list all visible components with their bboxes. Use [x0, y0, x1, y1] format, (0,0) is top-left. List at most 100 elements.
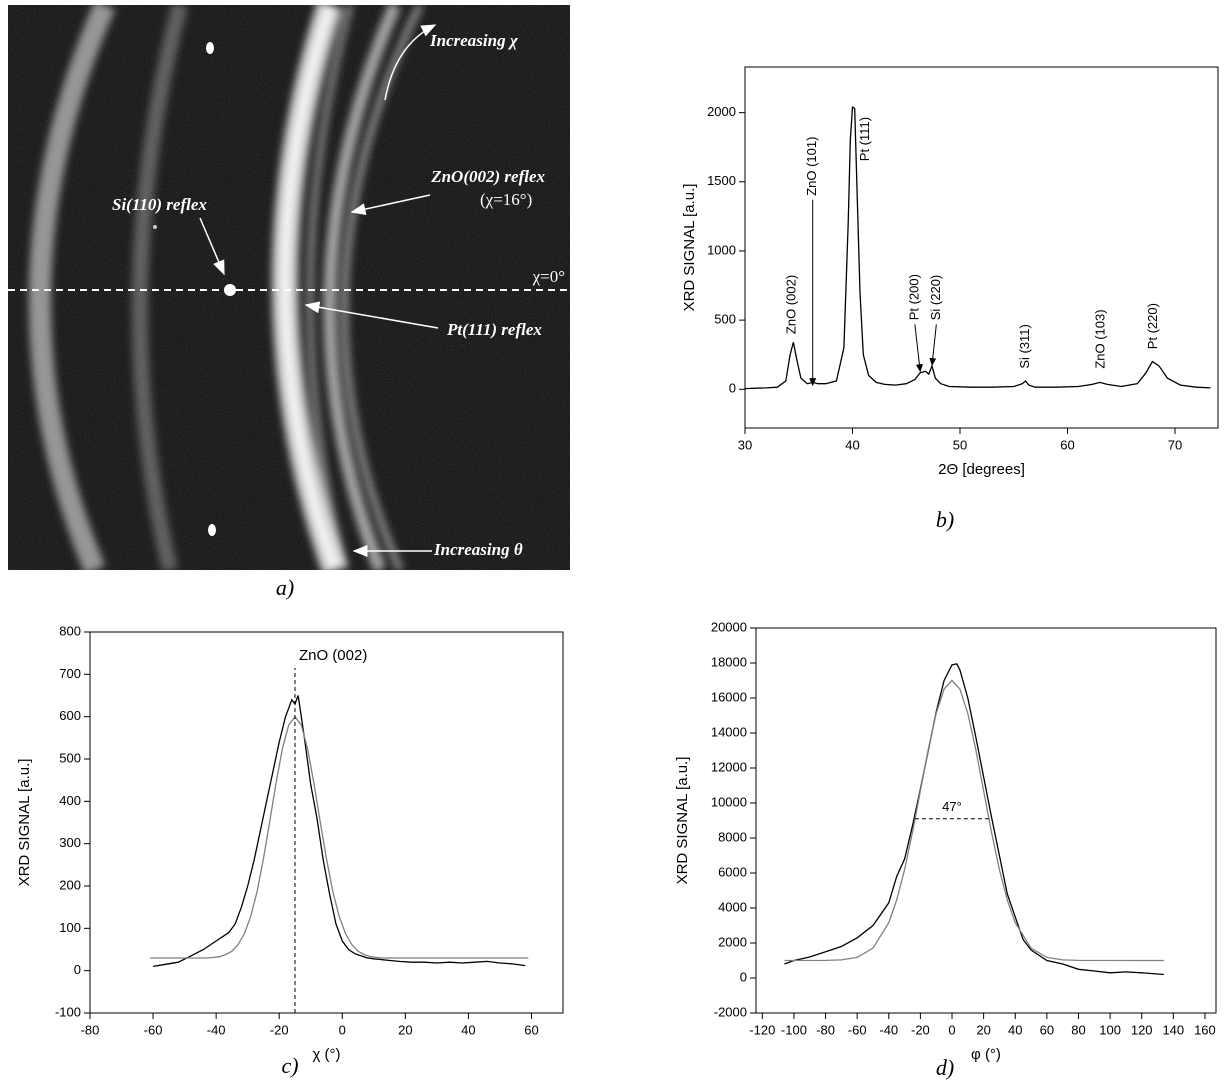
x-tick-label: 60 — [1040, 1022, 1054, 1037]
image-annotation: ZnO(002) reflex — [430, 167, 545, 186]
y-tick-label: 100 — [59, 920, 81, 935]
x-tick-label: -40 — [879, 1022, 898, 1037]
x-tick-label: -20 — [270, 1022, 289, 1037]
spot — [206, 42, 214, 54]
x-tick-label: 50 — [953, 437, 967, 452]
x-tick-label: -20 — [911, 1022, 930, 1037]
y-tick-label: 1000 — [707, 242, 736, 257]
peak-label: Si (311) — [1017, 324, 1032, 369]
x-tick-label: -60 — [144, 1022, 163, 1037]
x-tick-label: -60 — [848, 1022, 867, 1037]
image-annotation: Increasing θ — [433, 540, 523, 559]
peak-label: ZnO (103) — [1092, 309, 1107, 368]
x-tick-label: 0 — [948, 1022, 955, 1037]
y-tick-label: 4000 — [718, 899, 747, 914]
y-tick-label: 0 — [74, 962, 81, 977]
width-label: 47° — [942, 799, 962, 814]
y-tick-label: 1500 — [707, 173, 736, 188]
y-tick-label: 14000 — [711, 724, 747, 739]
y-tick-label: 16000 — [711, 689, 747, 704]
arrow — [199, 217, 225, 276]
data-line — [152, 695, 526, 968]
data-line — [784, 679, 1164, 962]
y-tick-label: 12000 — [711, 759, 747, 774]
panel-caption: a) — [276, 575, 294, 600]
peak-label: Si (220) — [928, 275, 943, 321]
y-tick-label: 10000 — [711, 794, 747, 809]
spot — [153, 225, 157, 229]
y-tick-label: 500 — [714, 312, 736, 327]
image-annotation: Si(110) reflex — [112, 195, 207, 214]
image-annotation: (χ=16°) — [480, 190, 532, 209]
image-annotation: Pt(111) reflex — [446, 320, 542, 339]
x-tick-label: 70 — [1168, 437, 1182, 452]
image-annotation: Increasing χ — [429, 31, 519, 50]
diffraction-image: Increasing χ ZnO(002) reflex (χ=16°) Si(… — [8, 5, 570, 570]
data-line — [784, 663, 1164, 976]
x-tick-label: -120 — [749, 1022, 775, 1037]
x-tick-label: -80 — [81, 1022, 100, 1037]
plot-frame — [755, 627, 1217, 1014]
y-tick-label: 500 — [59, 750, 81, 765]
x-tick-label: -40 — [207, 1022, 226, 1037]
arrow — [304, 301, 439, 329]
peak-label: ZnO (002) — [299, 647, 367, 664]
x-axis-label: φ (°) — [971, 1046, 1001, 1063]
y-tick-label: 800 — [59, 623, 81, 638]
image-annotation: χ=0° — [532, 267, 565, 286]
x-tick-label: 20 — [398, 1022, 412, 1037]
x-tick-label: 40 — [1008, 1022, 1022, 1037]
x-tick-label: 60 — [1060, 437, 1074, 452]
x-tick-label: -80 — [816, 1022, 835, 1037]
plot-frame — [89, 631, 564, 1014]
x-tick-label: 0 — [339, 1022, 346, 1037]
peak-label: ZnO (101) — [804, 137, 819, 196]
x-tick-label: 60 — [524, 1022, 538, 1037]
x-tick-label: 160 — [1194, 1022, 1216, 1037]
y-tick-label: 2000 — [707, 104, 736, 119]
peak-label: Pt (111) — [857, 117, 872, 161]
y-tick-label: 0 — [740, 969, 747, 984]
y-tick-label: 300 — [59, 835, 81, 850]
x-tick-label: 100 — [1099, 1022, 1121, 1037]
x-tick-label: 40 — [461, 1022, 475, 1037]
panel-caption: b) — [936, 507, 954, 532]
spot — [208, 524, 216, 536]
x-tick-label: 20 — [976, 1022, 990, 1037]
x-axis-label: 2Θ [degrees] — [938, 461, 1025, 478]
data-line — [744, 105, 1211, 390]
y-tick-label: 18000 — [711, 654, 747, 669]
x-tick-label: 140 — [1162, 1022, 1184, 1037]
y-tick-label: 2000 — [718, 934, 747, 949]
arrow — [350, 194, 431, 215]
y-tick-label: 600 — [59, 708, 81, 723]
y-axis-label: XRD SIGNAL [a.u.] — [674, 757, 691, 885]
x-tick-label: 40 — [845, 437, 859, 452]
panel-caption: c) — [281, 1053, 298, 1078]
y-axis-label: XRD SIGNAL [a.u.] — [681, 184, 698, 312]
y-tick-label: 8000 — [718, 829, 747, 844]
y-tick-label: 20000 — [711, 619, 747, 634]
plot-frame — [744, 66, 1219, 429]
y-tick-label: -2000 — [714, 1004, 747, 1019]
y-axis-label: XRD SIGNAL [a.u.] — [16, 759, 33, 887]
y-tick-label: 200 — [59, 877, 81, 892]
x-tick-label: -100 — [781, 1022, 807, 1037]
x-axis-label: χ (°) — [312, 1046, 340, 1063]
peak-label: Pt (220) — [1145, 303, 1160, 349]
peak-label: ZnO (002) — [784, 275, 799, 334]
y-tick-label: -100 — [55, 1004, 81, 1019]
arrow — [384, 24, 437, 101]
x-tick-label: 30 — [738, 437, 752, 452]
y-tick-label: 6000 — [718, 864, 747, 879]
image-noise — [8, 5, 570, 570]
panel-caption: d) — [936, 1055, 954, 1080]
x-tick-label: 120 — [1131, 1022, 1153, 1037]
y-tick-label: 700 — [59, 666, 81, 681]
peak-arrow — [914, 324, 923, 373]
data-line — [149, 715, 529, 959]
peak-label: Pt (200) — [906, 274, 921, 320]
y-tick-label: 0 — [729, 381, 736, 396]
